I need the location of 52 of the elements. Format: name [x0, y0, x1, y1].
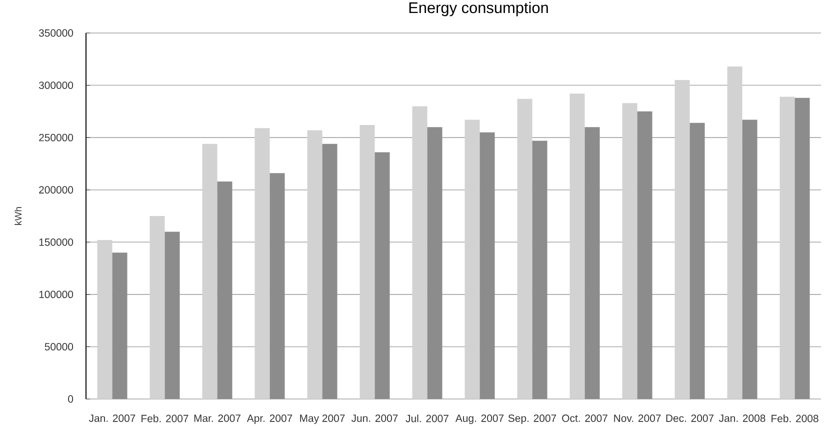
bar: [202, 144, 218, 399]
x-tick-label: Mar. 2007: [194, 414, 240, 422]
x-tick-label: Jun. 2007: [351, 414, 398, 422]
x-tick-label: Jan. 2007: [88, 414, 136, 422]
bar: [727, 66, 742, 399]
bar: [254, 128, 270, 399]
chart-title: Energy consumption: [409, 2, 548, 16]
bar: [164, 232, 180, 399]
bar: [217, 181, 232, 399]
y-tick-label: 0: [68, 395, 74, 403]
bar: [780, 96, 795, 399]
bar: [622, 103, 638, 399]
bar: [150, 216, 165, 399]
bar: [742, 120, 758, 399]
bar: [584, 127, 600, 399]
x-tick-label: May 2007: [300, 414, 345, 424]
y-tick-label: 150000: [39, 238, 74, 246]
y-tick-label: 250000: [39, 134, 74, 142]
bar: [412, 106, 428, 399]
bar: [322, 144, 338, 399]
y-tick-label: 50000: [44, 343, 74, 350]
bar: [637, 111, 652, 399]
x-tick-label: Jan. 2008: [718, 414, 766, 422]
bar: [427, 127, 442, 399]
bar: [690, 122, 705, 399]
x-tick-label: Jul. 2007: [406, 414, 448, 422]
bar: [517, 98, 532, 399]
x-tick-label: Feb. 2008: [772, 414, 818, 422]
x-tick-label: Aug. 2007: [455, 414, 504, 424]
y-axis-title: kWh: [14, 207, 22, 225]
x-tick-label: Nov. 2007: [614, 414, 661, 422]
x-tick-label: Oct. 2007: [562, 414, 608, 422]
bar: [570, 94, 585, 399]
x-tick-label: Apr. 2007: [246, 414, 292, 424]
bar: [270, 173, 285, 399]
bar: [112, 252, 128, 399]
y-tick-label: 100000: [39, 290, 74, 298]
bar: [97, 240, 112, 399]
y-tick-label: 300000: [38, 82, 74, 89]
bar: [360, 125, 375, 399]
x-tick-label: Feb. 2007: [142, 414, 188, 422]
bar: [480, 132, 495, 399]
bar: [674, 80, 690, 399]
bar: [307, 130, 322, 399]
bar: [374, 152, 390, 399]
y-tick-label: 350000: [38, 29, 74, 37]
x-tick-label: Sep. 2007: [508, 414, 556, 424]
bar: [464, 120, 480, 399]
bar: [794, 98, 810, 399]
bar: [532, 140, 548, 399]
y-tick-label: 200000: [39, 186, 74, 194]
x-tick-label: Dec. 2007: [666, 414, 714, 422]
